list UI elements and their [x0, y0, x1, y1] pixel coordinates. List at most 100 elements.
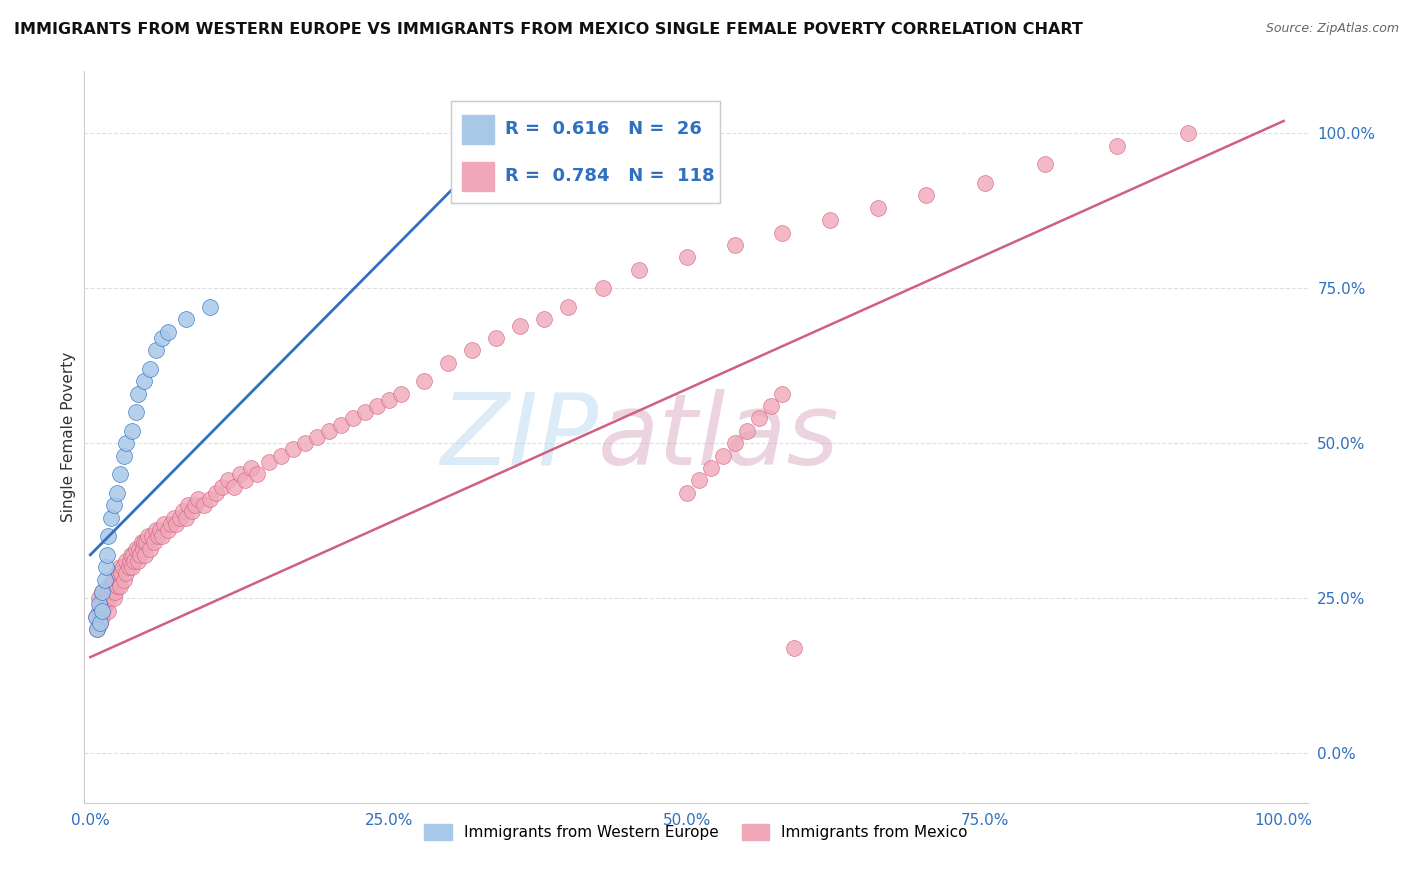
- Point: [187, 491, 209, 506]
- Point: [111, 560, 134, 574]
- Point: [377, 392, 399, 407]
- Point: [115, 566, 138, 581]
- Point: [1033, 157, 1056, 171]
- Point: [676, 250, 699, 264]
- Point: [174, 312, 197, 326]
- Point: [150, 529, 173, 543]
- Point: [184, 498, 207, 512]
- Point: [122, 548, 145, 562]
- Point: [134, 548, 156, 562]
- Point: [676, 486, 699, 500]
- Point: [97, 604, 120, 618]
- Point: [141, 529, 163, 543]
- Point: [198, 491, 221, 506]
- Point: [533, 312, 555, 326]
- Point: [235, 474, 257, 488]
- Point: [108, 467, 131, 482]
- Point: [283, 442, 305, 457]
- Point: [866, 201, 889, 215]
- Point: [437, 356, 460, 370]
- Point: [96, 585, 118, 599]
- Point: [246, 467, 269, 482]
- Point: [700, 461, 723, 475]
- Point: [974, 176, 997, 190]
- Point: [222, 480, 245, 494]
- Point: [259, 455, 281, 469]
- Point: [772, 226, 794, 240]
- Point: [117, 560, 139, 574]
- Point: [160, 516, 183, 531]
- Point: [198, 300, 221, 314]
- Point: [91, 585, 114, 599]
- Point: [91, 585, 114, 599]
- Point: [108, 560, 131, 574]
- Point: [318, 424, 340, 438]
- Point: [204, 486, 226, 500]
- Point: [91, 604, 114, 618]
- Point: [110, 566, 132, 581]
- Point: [240, 461, 263, 475]
- Point: [101, 573, 124, 587]
- Point: [89, 615, 111, 630]
- Point: [139, 362, 162, 376]
- Point: [142, 535, 165, 549]
- Point: [105, 579, 128, 593]
- Point: [127, 386, 149, 401]
- Point: [128, 541, 150, 556]
- Point: [89, 615, 111, 630]
- Point: [94, 598, 117, 612]
- Point: [100, 579, 122, 593]
- Point: [177, 498, 200, 512]
- Point: [100, 510, 122, 524]
- Point: [118, 554, 141, 568]
- Point: [353, 405, 375, 419]
- Point: [121, 560, 143, 574]
- Point: [724, 238, 747, 252]
- Point: [724, 436, 747, 450]
- Point: [94, 560, 117, 574]
- Point: [132, 374, 155, 388]
- Point: [97, 529, 120, 543]
- Point: [108, 579, 131, 593]
- Point: [748, 411, 770, 425]
- Point: [124, 554, 146, 568]
- Point: [294, 436, 316, 450]
- Point: [93, 573, 115, 587]
- Point: [103, 573, 125, 587]
- Point: [153, 516, 176, 531]
- Point: [1177, 126, 1199, 140]
- Point: [84, 610, 107, 624]
- Point: [86, 622, 108, 636]
- Point: [91, 610, 114, 624]
- Point: [108, 566, 131, 581]
- Point: [329, 417, 352, 432]
- Point: [86, 622, 108, 636]
- Point: [174, 510, 197, 524]
- Point: [688, 474, 710, 488]
- Point: [124, 405, 146, 419]
- Point: [389, 386, 412, 401]
- Point: [124, 541, 146, 556]
- Point: [132, 541, 155, 556]
- Point: [145, 523, 167, 537]
- Point: [914, 188, 936, 202]
- Point: [103, 498, 125, 512]
- Point: [96, 548, 118, 562]
- Point: [485, 331, 508, 345]
- Point: [172, 504, 194, 518]
- Point: [342, 411, 364, 425]
- Point: [121, 424, 143, 438]
- Point: [131, 535, 153, 549]
- Point: [93, 604, 115, 618]
- Point: [759, 399, 782, 413]
- Point: [93, 591, 115, 606]
- Point: [509, 318, 531, 333]
- Legend: Immigrants from Western Europe, Immigrants from Mexico: Immigrants from Western Europe, Immigran…: [418, 818, 974, 847]
- Point: [105, 566, 128, 581]
- Point: [772, 386, 794, 401]
- Point: [783, 640, 806, 655]
- Point: [136, 529, 159, 543]
- Point: [1105, 138, 1128, 153]
- Point: [112, 449, 135, 463]
- Point: [217, 474, 239, 488]
